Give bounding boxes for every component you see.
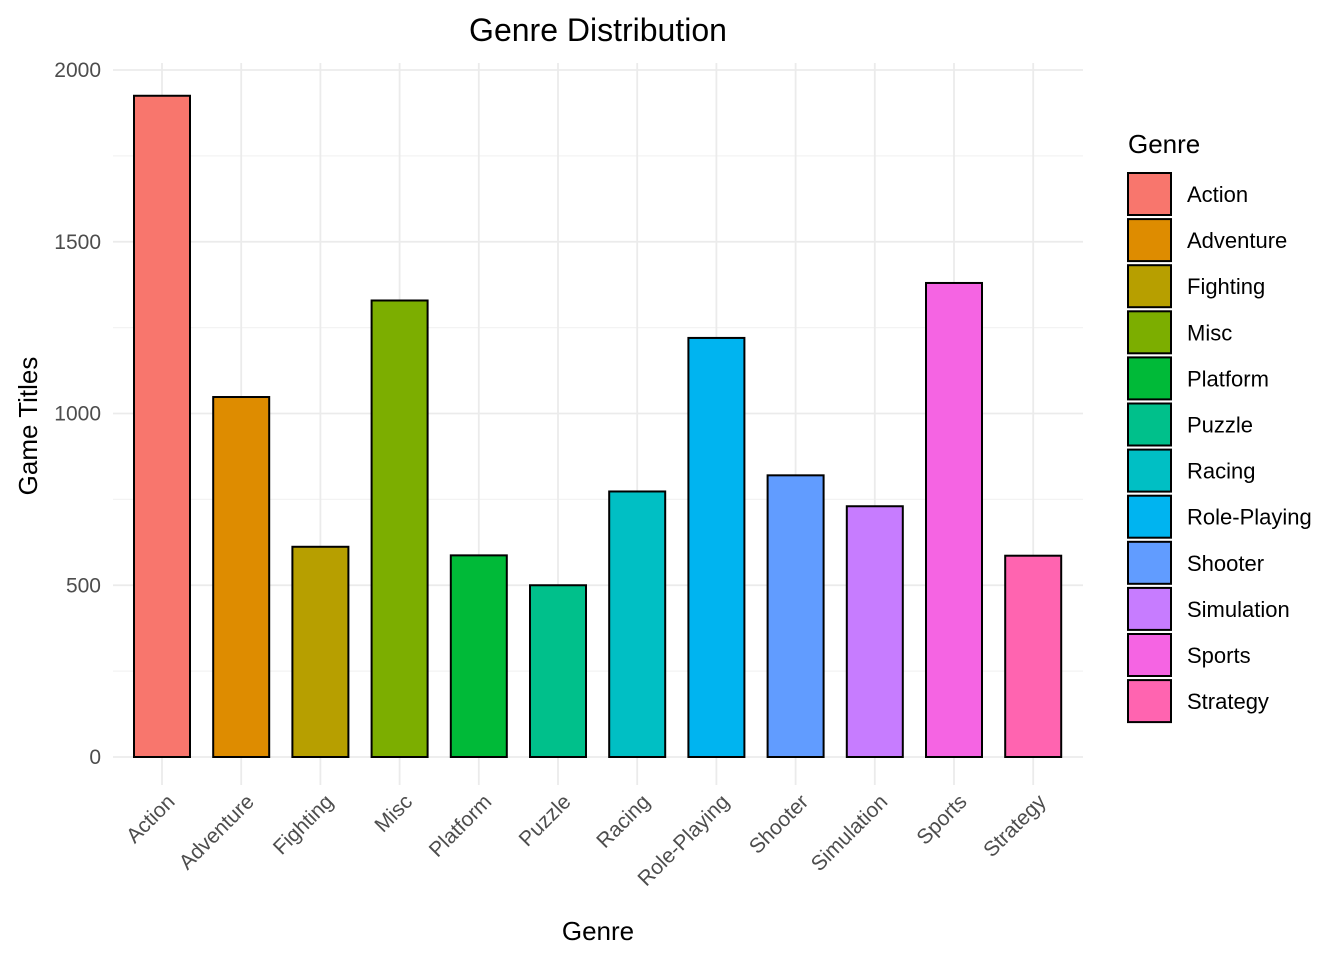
bar-racing	[608, 490, 667, 758]
bar-sports	[925, 281, 983, 758]
chart-title: Genre Distribution	[469, 12, 727, 48]
legend-label: Simulation	[1187, 597, 1290, 622]
legend-key-simulation	[1127, 586, 1172, 631]
legend-label: Action	[1187, 182, 1248, 207]
legend-label: Platform	[1187, 366, 1269, 391]
legend: Genre Action Adventure Fighting Misc Platfor…	[1127, 129, 1312, 724]
x-tick-label: Strategy	[979, 790, 1051, 862]
legend-key-sports	[1127, 633, 1172, 677]
legend-label: Strategy	[1187, 689, 1269, 714]
legend-key-strategy	[1127, 679, 1172, 724]
x-tick-label: Action	[122, 790, 180, 848]
x-tick-label: Sports	[912, 790, 971, 849]
bar-action	[133, 94, 191, 758]
legend-label: Sports	[1187, 643, 1251, 668]
x-tick-label: Racing	[592, 790, 654, 852]
y-tick-label: 1500	[54, 231, 101, 254]
bar-fighting	[291, 545, 350, 759]
legend-label: Shooter	[1187, 551, 1264, 576]
bar-puzzle	[529, 584, 587, 758]
legend-title: Genre	[1128, 129, 1200, 159]
legend-items: Action Adventure Fighting Misc Platform Puzzl…	[1127, 172, 1312, 724]
legend-key-role-playing	[1127, 494, 1172, 539]
x-tick-label: Misc	[370, 790, 417, 837]
bar-adventure	[212, 396, 271, 758]
y-tick-label: 500	[66, 574, 101, 597]
x-tick-label: Platform	[425, 790, 497, 862]
legend-label: Racing	[1187, 459, 1255, 484]
y-tick-label: 2000	[54, 59, 101, 82]
legend-key-fighting	[1127, 264, 1172, 309]
bar-misc	[370, 299, 429, 758]
bar-role-playing	[687, 336, 746, 758]
legend-key-adventure	[1127, 218, 1172, 263]
legend-key-puzzle	[1127, 402, 1172, 447]
legend-label: Misc	[1187, 320, 1232, 345]
legend-key-platform	[1127, 356, 1172, 401]
legend-label: Puzzle	[1187, 413, 1253, 438]
bar-strategy	[1004, 554, 1063, 758]
legend-label: Role-Playing	[1187, 505, 1312, 530]
y-axis-ticks: 0 500 1000 1500 2000	[54, 59, 101, 769]
x-axis-title: Genre	[562, 916, 634, 946]
x-tick-label: Fighting	[269, 790, 338, 859]
x-tick-label: Puzzle	[515, 790, 576, 851]
bars	[133, 94, 1063, 759]
bar-platform	[449, 554, 508, 758]
bar-simulation	[845, 505, 904, 758]
legend-key-shooter	[1127, 540, 1172, 585]
legend-label: Fighting	[1187, 274, 1265, 299]
y-tick-label: 1000	[54, 403, 101, 426]
legend-key-racing	[1127, 448, 1172, 493]
x-tick-label: Adventure	[175, 790, 259, 874]
legend-label: Adventure	[1187, 228, 1287, 253]
y-tick-label: 0	[89, 746, 101, 769]
bar-shooter	[766, 474, 825, 758]
legend-key-action	[1127, 172, 1172, 216]
y-axis-title: Game Titles	[13, 357, 43, 496]
x-tick-label: Simulation	[807, 790, 893, 876]
x-tick-label: Shooter	[745, 790, 813, 858]
legend-key-misc	[1127, 310, 1172, 355]
